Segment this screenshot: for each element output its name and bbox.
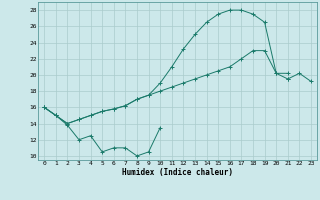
X-axis label: Humidex (Indice chaleur): Humidex (Indice chaleur): [122, 168, 233, 177]
